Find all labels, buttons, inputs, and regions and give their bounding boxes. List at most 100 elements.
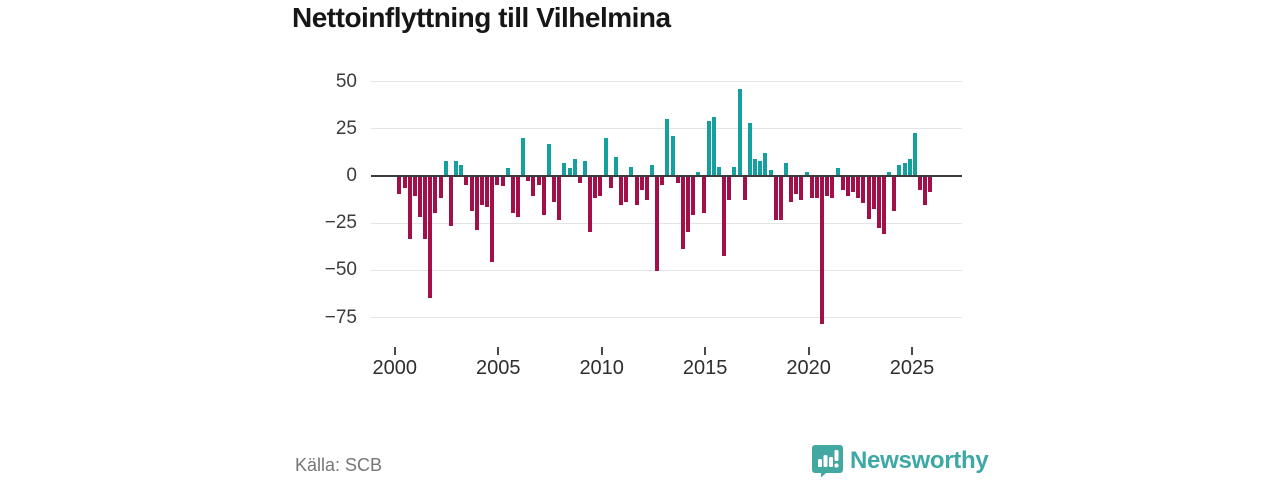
source-note: Källa: SCB <box>295 455 383 475</box>
x-axis-label: 2020 <box>786 357 831 379</box>
y-gridline <box>371 269 962 271</box>
data-bar <box>485 177 490 208</box>
x-axis-tick <box>600 347 603 355</box>
data-bar <box>582 160 587 176</box>
data-bar <box>639 177 644 191</box>
data-bar <box>407 177 412 240</box>
data-bar <box>438 177 443 198</box>
data-bar <box>820 177 825 325</box>
zero-line <box>371 175 962 177</box>
data-bar <box>541 177 546 215</box>
data-bar <box>665 119 670 176</box>
data-bar <box>825 177 830 196</box>
data-bar <box>624 177 629 202</box>
data-bar <box>773 177 778 221</box>
data-bar <box>851 177 856 193</box>
data-bar <box>397 177 402 194</box>
data-bar <box>546 143 551 176</box>
x-axis-tick <box>393 347 396 355</box>
data-bar <box>495 177 500 185</box>
data-bar <box>876 177 881 228</box>
data-bar <box>747 123 752 176</box>
data-bar <box>593 177 598 198</box>
data-bar <box>613 157 618 176</box>
data-bar <box>701 177 706 213</box>
data-bar <box>696 172 701 176</box>
data-bar <box>557 177 562 221</box>
data-bar <box>531 177 536 196</box>
data-bar <box>644 177 649 200</box>
data-bar <box>433 177 438 213</box>
data-bar <box>912 132 917 176</box>
data-bar <box>840 177 845 191</box>
data-bar <box>768 170 773 176</box>
data-bar <box>536 177 541 185</box>
data-bar <box>753 159 758 176</box>
data-bar <box>469 177 474 211</box>
data-bar <box>505 168 510 176</box>
data-bar <box>686 177 691 232</box>
data-bar <box>670 136 675 176</box>
y-axis-label: 0 <box>346 165 357 186</box>
data-bar <box>711 117 716 176</box>
bar-chart-pin-icon <box>812 444 843 478</box>
x-axis-label: 2005 <box>476 357 521 379</box>
data-bar <box>634 177 639 206</box>
data-bar <box>856 177 861 198</box>
data-bar <box>928 177 933 193</box>
data-bar <box>479 177 484 206</box>
brand-logo: Newsworthy <box>812 444 989 478</box>
y-gridline <box>371 81 962 83</box>
data-bar <box>727 177 732 200</box>
data-bar <box>552 177 557 202</box>
data-bar <box>871 177 876 210</box>
data-bar <box>923 177 928 206</box>
data-bar <box>897 164 902 176</box>
x-axis-tick <box>704 347 707 355</box>
y-gridline <box>371 222 962 224</box>
data-bar <box>706 121 711 176</box>
data-bar <box>809 177 814 198</box>
data-bar <box>835 168 840 176</box>
data-bar <box>902 162 907 176</box>
data-bar <box>572 159 577 176</box>
x-axis-tick <box>497 347 500 355</box>
data-bar <box>794 177 799 194</box>
y-gridline <box>371 317 962 319</box>
data-bar <box>778 177 783 221</box>
data-bar <box>649 164 654 176</box>
data-bar <box>619 177 624 206</box>
data-bar <box>804 172 809 176</box>
y-axis-label: −50 <box>324 259 357 281</box>
data-bar <box>722 177 727 257</box>
data-bar <box>732 166 737 176</box>
data-bar <box>660 177 665 185</box>
data-bar <box>562 162 567 176</box>
data-bar <box>526 177 531 181</box>
data-bar <box>464 177 469 185</box>
data-bar <box>789 177 794 202</box>
data-bar <box>814 177 819 198</box>
data-bar <box>866 177 871 219</box>
data-bar <box>603 138 608 176</box>
x-axis-label: 2025 <box>889 357 935 379</box>
data-bar <box>784 162 789 176</box>
data-bar <box>428 177 433 298</box>
data-bar <box>423 177 428 240</box>
y-axis-label: −25 <box>324 212 357 234</box>
brand-name: Newsworthy <box>850 446 989 474</box>
x-axis-label: 2015 <box>682 357 728 379</box>
y-axis-label: −75 <box>324 306 357 328</box>
data-bar <box>717 166 721 176</box>
data-bar <box>881 177 886 234</box>
data-bar <box>737 89 742 176</box>
data-bar <box>448 177 453 227</box>
data-bar <box>521 138 526 176</box>
data-bar <box>474 177 479 230</box>
data-bar <box>655 177 660 272</box>
data-bar <box>418 177 423 217</box>
y-axis-label: 50 <box>335 70 357 92</box>
data-bar <box>742 177 747 200</box>
data-bar <box>500 177 505 187</box>
y-axis-label: 25 <box>335 117 357 139</box>
